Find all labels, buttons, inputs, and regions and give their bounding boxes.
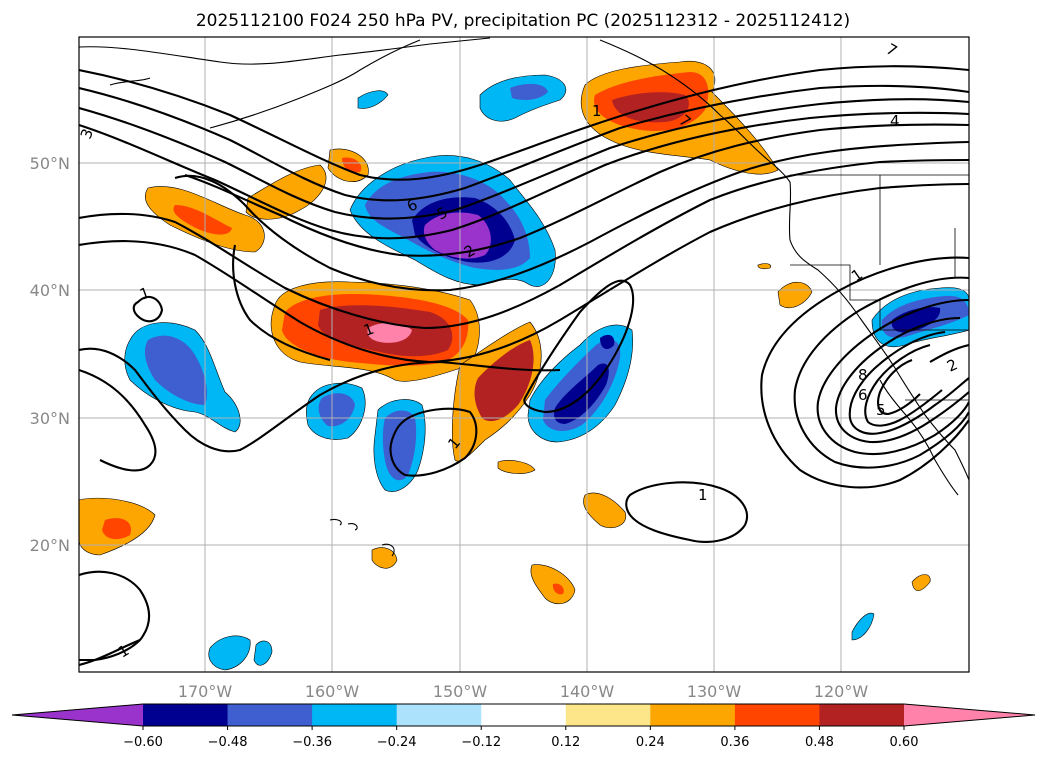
colorbar-segment [143, 704, 229, 726]
precip-negative-area [208, 635, 251, 671]
lat-label: 30°N [30, 409, 70, 428]
lon-axis-labels: 170°W 160°W 150°W 140°W 130°W 120°W [178, 682, 869, 701]
precip-negative-area [382, 410, 417, 481]
colorbar-tick-label: 0.24 [636, 735, 665, 750]
lon-label: 120°W [814, 682, 869, 701]
colorbar-tick-label: 0.60 [890, 735, 919, 750]
precip-positive-area [552, 583, 564, 595]
contour-label: 1 [698, 486, 708, 504]
precip-negative-area [554, 363, 609, 424]
lon-label: 170°W [178, 682, 233, 701]
lat-label: 20°N [30, 536, 70, 555]
colorbar-tick-label: 0.12 [551, 735, 580, 750]
precip-negative-area [600, 334, 615, 350]
precip-negative-area [423, 212, 491, 259]
precip-positive-area [497, 460, 536, 474]
pv-contours [79, 65, 969, 667]
colorbar-tick-label: 0.48 [805, 735, 834, 750]
colorbar-extend-max [904, 704, 1035, 726]
colorbar-segment [819, 704, 905, 726]
colorbar-tick-label: −0.60 [123, 735, 163, 750]
colorbar-tick-label: −0.36 [292, 735, 332, 750]
colorbar-segment [312, 704, 398, 726]
contour-label: 2 [944, 355, 960, 375]
map-plot-area: 3 7 4 1 6 5 2 1 1 1 1 1 2 8 6 5 1 7 [79, 37, 969, 672]
precip-negative-area [891, 307, 941, 333]
lat-label: 50°N [30, 154, 70, 173]
contour-label: 8 [858, 366, 868, 384]
colorbar-segment [481, 704, 567, 726]
contour-label: 7 [883, 40, 900, 60]
colorbar-tick-label: −0.48 [208, 735, 248, 750]
precip-negative-area [851, 612, 875, 641]
lon-label: 140°W [560, 682, 615, 701]
colorbar-tick-label: −0.24 [377, 735, 417, 750]
colorbar-segment [227, 704, 313, 726]
precip-negative-area [144, 335, 207, 405]
precip-negative-area [357, 90, 389, 109]
lon-label: 130°W [687, 682, 742, 701]
contour-label: 1 [848, 265, 866, 285]
colorbar-extend-min [12, 704, 143, 726]
precip-positive-area [371, 547, 398, 569]
colorbar-segment [565, 704, 651, 726]
contour-label: 1 [592, 102, 602, 120]
lon-label: 160°W [305, 682, 360, 701]
precip-positive-area [367, 322, 412, 343]
lat-label: 40°N [30, 281, 70, 300]
precip-negative-area [253, 640, 273, 666]
colorbar-tick-label: −0.12 [461, 735, 501, 750]
map-frame [78, 36, 970, 673]
map-title: 2025112100 F024 250 hPa PV, precipitatio… [196, 11, 850, 31]
colorbar-segment [396, 704, 482, 726]
contour-label: 6 [858, 386, 868, 404]
precip-positive-area [757, 263, 771, 270]
colorbar: −0.60 −0.48 −0.36 −0.24 −0.12 0.12 0.24 0.36 0.4… [11, 703, 1036, 750]
precip-positive-area [173, 205, 232, 235]
precip-positive-area [102, 518, 131, 540]
precip-positive-area [530, 564, 576, 605]
precip-positive-area [583, 492, 627, 529]
lon-label: 150°W [433, 682, 488, 701]
coastlines [79, 37, 969, 557]
lat-axis-labels: 50°N 40°N 30°N 20°N [30, 154, 70, 555]
contour-label: 5 [876, 401, 886, 419]
colorbar-segment [734, 704, 820, 726]
contour-label: 4 [890, 112, 900, 130]
precip-negative-area [510, 83, 548, 100]
colorbar-segment [650, 704, 736, 726]
gridlines [79, 37, 969, 672]
precip-positive-area [777, 281, 813, 309]
colorbar-tick-label: 0.36 [720, 735, 749, 750]
precip-positive-area [474, 340, 534, 422]
precip-positive-area [911, 574, 931, 591]
borders [790, 174, 969, 401]
